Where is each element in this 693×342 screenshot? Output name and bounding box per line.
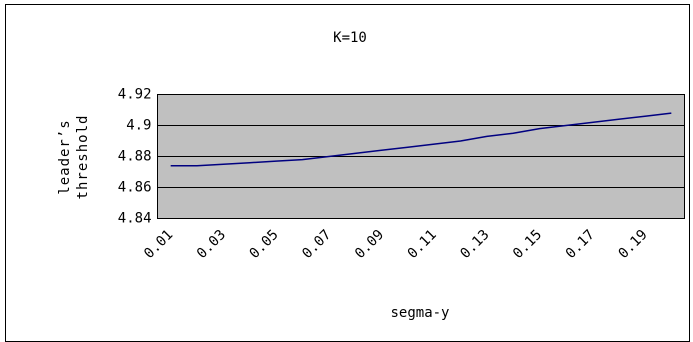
y-tick-label: 4.84 <box>118 211 152 227</box>
y-tick-label: 4.9 <box>126 118 151 134</box>
y-tick-label: 4.92 <box>118 87 152 103</box>
x-axis-label: segma-y <box>390 305 449 321</box>
chart-title: K=10 <box>333 30 367 46</box>
y-axis-label-box: leader’s threshold <box>12 95 136 219</box>
y-tick-label: 4.86 <box>118 180 152 196</box>
data-line <box>170 112 672 167</box>
y-axis-label: leader’s threshold <box>57 114 91 200</box>
y-tick-label: 4.88 <box>118 149 152 165</box>
